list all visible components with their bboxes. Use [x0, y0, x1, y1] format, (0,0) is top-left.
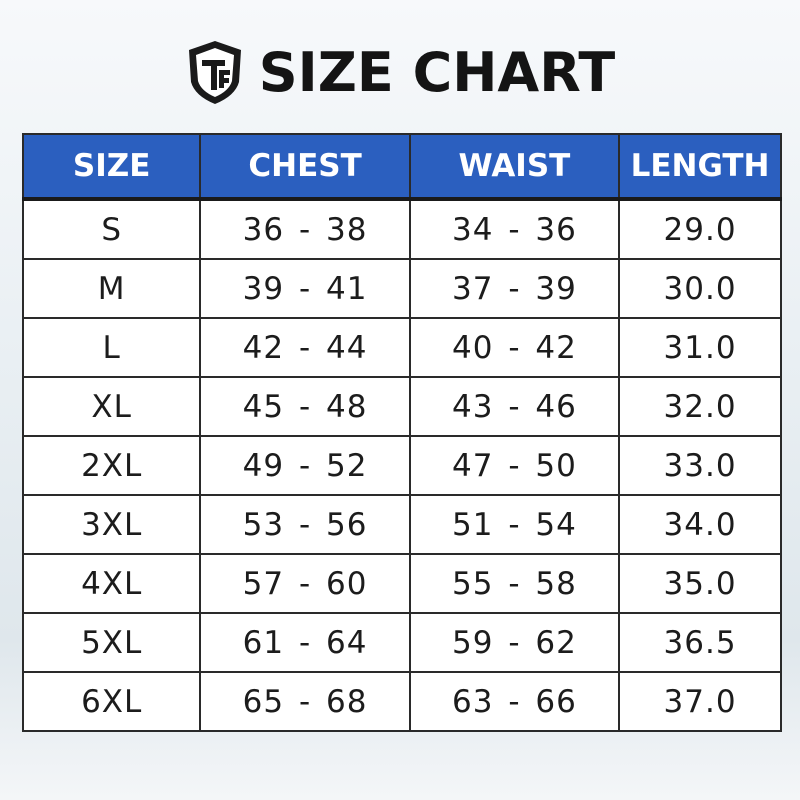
table-cell: 32.0 — [618, 376, 782, 437]
table-cell: 55 - 58 — [408, 553, 621, 614]
column-header: SIZE — [21, 133, 202, 201]
table-cell: 43 - 46 — [408, 376, 621, 437]
table-cell: 6XL — [21, 671, 202, 732]
table-cell: 47 - 50 — [408, 435, 621, 496]
table-row: L 42 - 44 40 - 42 31.0 — [21, 317, 782, 378]
table-row: XL 45 - 48 43 - 46 32.0 — [21, 376, 782, 437]
table-cell: 31.0 — [618, 317, 782, 378]
table-cell: M — [21, 258, 202, 319]
table-cell: 35.0 — [618, 553, 782, 614]
table-row: M 39 - 41 37 - 39 30.0 — [21, 258, 782, 319]
title: SIZE CHART — [258, 40, 616, 104]
logo — [188, 41, 241, 104]
table-row: 4XL 57 - 60 55 - 58 35.0 — [21, 553, 782, 614]
table-cell: 34.0 — [618, 494, 782, 555]
table-cell: 65 - 68 — [199, 671, 411, 732]
header: SIZE CHART — [0, 30, 800, 114]
table-row: 3XL 53 - 56 51 - 54 34.0 — [21, 494, 782, 555]
table-row: 6XL 65 - 68 63 - 66 37.0 — [21, 671, 782, 732]
table-body: S 36 - 38 34 - 36 29.0 M 39 - 41 37 - 39 30.0 L 4… — [21, 198, 782, 732]
table-cell: 57 - 60 — [199, 553, 411, 614]
table-cell: 49 - 52 — [199, 435, 411, 496]
table-cell: S — [21, 198, 202, 260]
table-cell: 40 - 42 — [408, 317, 621, 378]
table-cell: XL — [21, 376, 202, 437]
column-header: CHEST — [199, 133, 411, 201]
table-cell: 34 - 36 — [408, 198, 621, 260]
table-cell: 53 - 56 — [199, 494, 411, 555]
table-cell: 30.0 — [618, 258, 782, 319]
table-cell: 39 - 41 — [199, 258, 411, 319]
table-cell: 45 - 48 — [199, 376, 411, 437]
table-cell: 2XL — [21, 435, 202, 496]
table-cell: 33.0 — [618, 435, 782, 496]
size-table: SIZE CHEST WAIST LENGTH S 36 - 38 34 - 36 29.0… — [21, 133, 782, 732]
header-row: SIZE CHEST WAIST LENGTH — [21, 133, 782, 201]
table-cell: 37.0 — [618, 671, 782, 732]
table-row: S 36 - 38 34 - 36 29.0 — [21, 198, 782, 260]
table-cell: 36.5 — [618, 612, 782, 673]
table-cell: 59 - 62 — [408, 612, 621, 673]
table-cell: 37 - 39 — [408, 258, 621, 319]
table-cell: 29.0 — [618, 198, 782, 260]
column-header: WAIST — [408, 133, 621, 201]
table-cell: 36 - 38 — [199, 198, 411, 260]
column-header: LENGTH — [618, 133, 782, 201]
table-cell: 63 - 66 — [408, 671, 621, 732]
table-cell: L — [21, 317, 202, 378]
table-cell: 3XL — [21, 494, 202, 555]
table-cell: 4XL — [21, 553, 202, 614]
table-row: 2XL 49 - 52 47 - 50 33.0 — [21, 435, 782, 496]
table-cell: 42 - 44 — [199, 317, 411, 378]
table-cell: 51 - 54 — [408, 494, 621, 555]
table-row: 5XL 61 - 64 59 - 62 36.5 — [21, 612, 782, 673]
table-cell: 61 - 64 — [199, 612, 411, 673]
table-cell: 5XL — [21, 612, 202, 673]
